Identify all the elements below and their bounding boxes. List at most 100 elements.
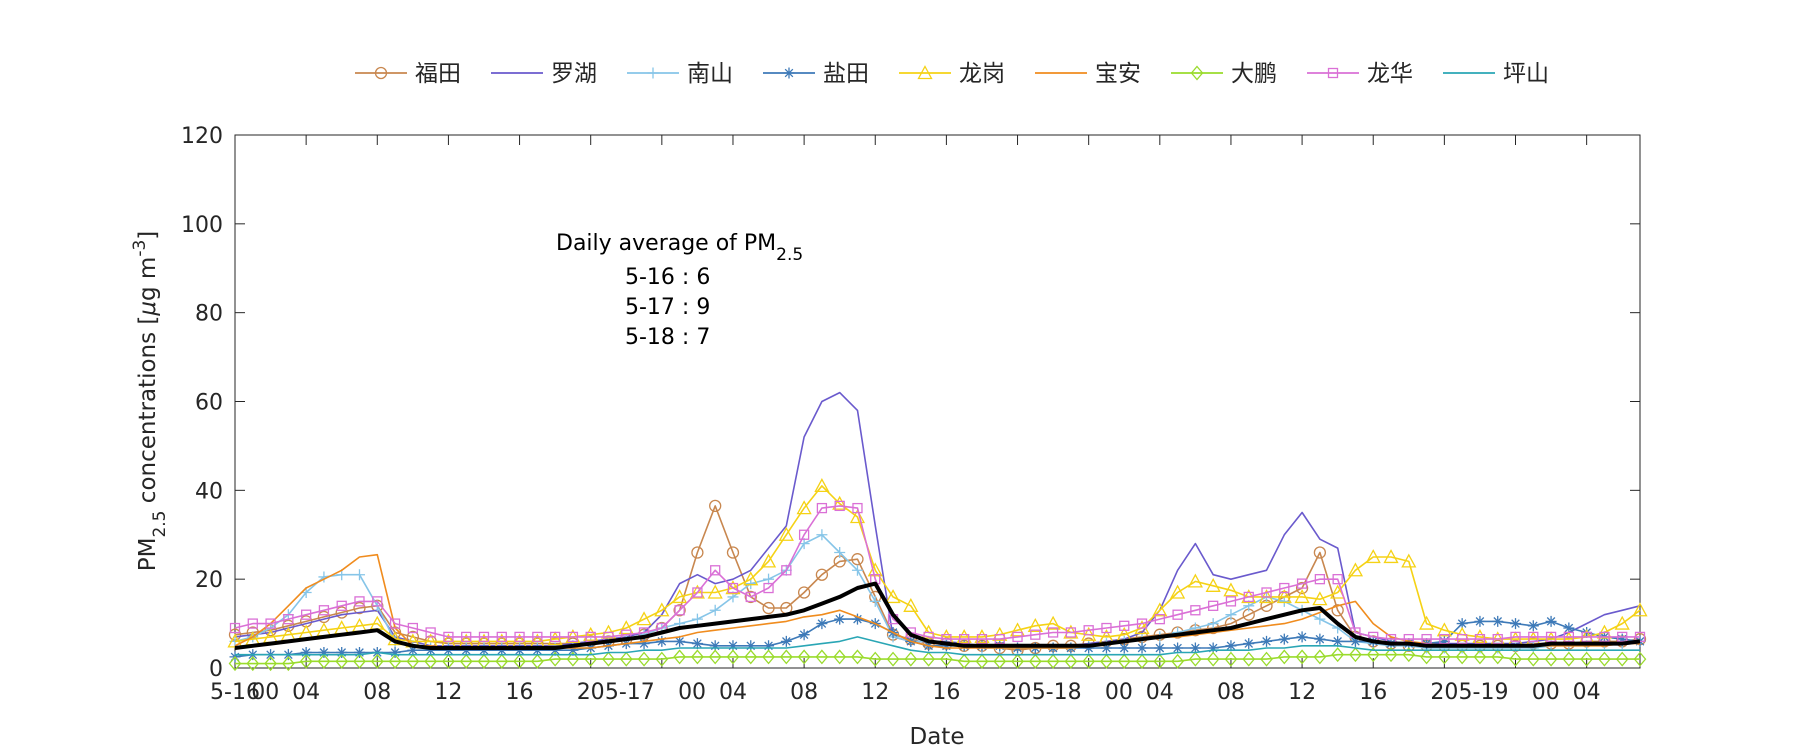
data-point: [1225, 609, 1237, 621]
data-point: [406, 653, 420, 669]
data-point: [567, 644, 579, 656]
data-point: [532, 631, 543, 643]
data-point: [1152, 602, 1168, 617]
data-point: [885, 589, 901, 604]
data-point: [797, 586, 811, 599]
series-line: [234, 485, 1641, 643]
annotation-line-3: 5-18 : 7: [625, 325, 710, 350]
x-tick-label: 04: [1573, 680, 1601, 705]
data-point: [994, 633, 1005, 645]
data-point: [1295, 649, 1309, 665]
data-point: [1190, 605, 1201, 616]
data-point: [940, 640, 952, 652]
data-point: [1562, 651, 1576, 667]
data-point: [1563, 631, 1575, 643]
series-average: [234, 581, 1641, 650]
data-point: [959, 633, 970, 645]
data-point: [1544, 651, 1558, 667]
data-point: [1384, 647, 1398, 663]
data-point: [370, 653, 384, 669]
data-point: [815, 568, 829, 581]
y-tick-label: 80: [195, 302, 223, 327]
data-point: [619, 651, 633, 667]
data-point: [1633, 651, 1647, 667]
data-point: [851, 564, 863, 576]
data-point: [1510, 631, 1521, 643]
data-point: [1225, 640, 1237, 652]
data-point: [1154, 613, 1165, 625]
y-axis-label: PM2.5 concentrations [μg m-3]: [130, 231, 170, 572]
data-point: [496, 644, 508, 656]
data-point: [1205, 577, 1221, 592]
data-point: [1420, 649, 1433, 665]
x-tick-label: 12: [434, 680, 462, 705]
data-point: [514, 631, 525, 643]
data-point: [495, 653, 509, 669]
data-point: [816, 618, 828, 630]
legend-item-宝安: 宝安: [1035, 61, 1141, 87]
data-point: [1172, 642, 1184, 654]
data-point: [372, 596, 383, 607]
data-point: [1510, 618, 1522, 630]
data-point: [1065, 627, 1077, 638]
data-point: [424, 653, 437, 669]
data-point: [763, 573, 775, 585]
data-point: [851, 553, 864, 566]
data-point: [1243, 638, 1255, 650]
data-point: [886, 651, 900, 667]
data-point: [798, 529, 810, 540]
data-point: [1171, 653, 1184, 669]
data-point: [833, 649, 847, 665]
data-point: [1207, 642, 1219, 654]
data-point: [1455, 649, 1469, 665]
data-point: [709, 499, 722, 513]
data-point: [674, 605, 685, 616]
data-point: [1172, 609, 1183, 620]
x-tick-label: 08: [790, 680, 818, 705]
daily-average-annotation: Daily average of PM2.5 5-16 : 6 5-17 : 9…: [556, 231, 803, 350]
legend-label: 龙岗: [959, 61, 1005, 87]
data-point: [353, 569, 365, 581]
data-point: [1100, 653, 1113, 669]
data-point: [1598, 651, 1611, 667]
data-point: [1189, 651, 1202, 667]
data-point: [1401, 553, 1417, 568]
data-point: [1614, 615, 1630, 630]
data-point: [618, 620, 634, 635]
data-point: [496, 631, 507, 643]
data-point: [957, 653, 971, 669]
legend-item-盐田: 盐田: [763, 61, 869, 87]
data-point: [745, 591, 756, 603]
data-point: [1365, 549, 1381, 564]
data-point: [335, 653, 349, 669]
data-point: [1260, 651, 1273, 667]
legend-marker: [1327, 67, 1339, 79]
series-line: [234, 505, 1640, 640]
x-tick-label: 5-19: [1459, 680, 1509, 705]
annotation-line-2: 5-17 : 9: [625, 295, 710, 320]
data-point: [549, 644, 561, 656]
data-point: [318, 605, 330, 616]
legend-item-罗湖: 罗湖: [491, 61, 597, 87]
series-layer: [227, 391, 1648, 672]
x-tick-label: 00: [1532, 680, 1560, 705]
series-龙华: [229, 500, 1646, 645]
data-point: [726, 649, 740, 665]
data-point: [1030, 629, 1041, 640]
data-point: [1296, 631, 1308, 643]
data-point: [1100, 642, 1112, 654]
data-point: [780, 635, 792, 647]
data-point: [1208, 600, 1219, 611]
data-point: [299, 653, 313, 669]
annotation-line-1: 5-16 : 6: [625, 265, 710, 290]
data-point: [407, 622, 418, 634]
data-point: [1312, 591, 1328, 606]
legend-label: 福田: [415, 61, 461, 87]
data-point: [1045, 615, 1061, 630]
annotation-title: Daily average of PM2.5: [556, 231, 803, 265]
data-point: [709, 604, 721, 616]
data-point: [1509, 651, 1522, 667]
legend-label: 大鹏: [1231, 61, 1277, 87]
